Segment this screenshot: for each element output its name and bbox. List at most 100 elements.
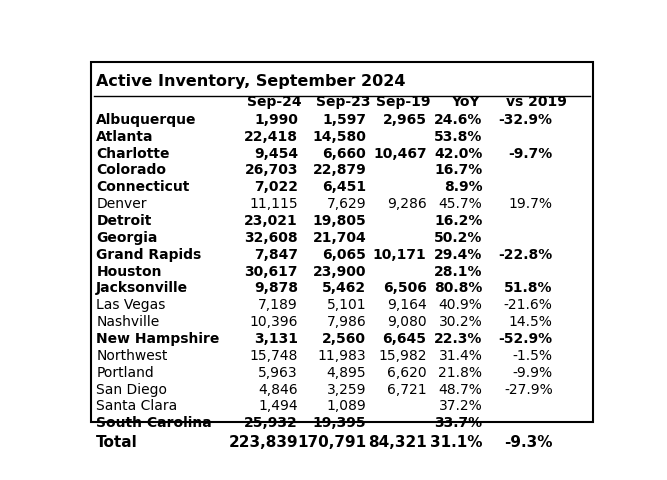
- Text: Colorado: Colorado: [96, 163, 166, 177]
- Text: 45.7%: 45.7%: [439, 197, 482, 211]
- Text: 40.9%: 40.9%: [439, 298, 482, 312]
- Text: Connecticut: Connecticut: [96, 180, 189, 194]
- Text: 50.2%: 50.2%: [434, 230, 482, 244]
- Text: Sep-19: Sep-19: [376, 95, 431, 108]
- Text: Portland: Portland: [96, 365, 154, 379]
- Text: 84,321: 84,321: [368, 433, 427, 449]
- Text: 30.2%: 30.2%: [439, 314, 482, 328]
- Text: -32.9%: -32.9%: [499, 113, 553, 127]
- Text: 19.7%: 19.7%: [509, 197, 553, 211]
- Text: 6,451: 6,451: [322, 180, 366, 194]
- Text: 9,878: 9,878: [254, 281, 298, 295]
- Text: 5,963: 5,963: [258, 365, 298, 379]
- Text: 1,990: 1,990: [254, 113, 298, 127]
- Text: 6,065: 6,065: [322, 247, 366, 261]
- Text: 14,580: 14,580: [312, 130, 366, 144]
- Text: 6,721: 6,721: [387, 382, 427, 396]
- Text: 28.1%: 28.1%: [434, 264, 482, 278]
- Text: Charlotte: Charlotte: [96, 146, 170, 160]
- Text: 3,259: 3,259: [327, 382, 366, 396]
- Text: -9.9%: -9.9%: [513, 365, 553, 379]
- Text: 6,645: 6,645: [383, 331, 427, 345]
- Text: -9.3%: -9.3%: [504, 433, 553, 449]
- Text: 1,494: 1,494: [258, 398, 298, 412]
- Text: -9.7%: -9.7%: [508, 146, 553, 160]
- Text: 42.0%: 42.0%: [434, 146, 482, 160]
- Text: 31.1%: 31.1%: [430, 433, 482, 449]
- Text: 15,748: 15,748: [249, 348, 298, 362]
- Text: Atlanta: Atlanta: [96, 130, 154, 144]
- Text: 5,101: 5,101: [327, 298, 366, 312]
- Text: Detroit: Detroit: [96, 214, 151, 228]
- Text: 37.2%: 37.2%: [439, 398, 482, 412]
- Text: 4,895: 4,895: [327, 365, 366, 379]
- Text: 23,900: 23,900: [313, 264, 366, 278]
- Text: 1,089: 1,089: [326, 398, 366, 412]
- Text: Sep-23: Sep-23: [315, 95, 370, 108]
- Text: Georgia: Georgia: [96, 230, 157, 244]
- Text: 7,847: 7,847: [254, 247, 298, 261]
- Text: 11,983: 11,983: [317, 348, 366, 362]
- Text: 4,846: 4,846: [258, 382, 298, 396]
- Text: 9,080: 9,080: [387, 314, 427, 328]
- Text: 10,171: 10,171: [373, 247, 427, 261]
- Text: 53.8%: 53.8%: [434, 130, 482, 144]
- Text: 25,932: 25,932: [244, 415, 298, 429]
- Text: 14.5%: 14.5%: [509, 314, 553, 328]
- Text: 170,791: 170,791: [297, 433, 366, 449]
- Text: South Carolina: South Carolina: [96, 415, 212, 429]
- Text: 32,608: 32,608: [244, 230, 298, 244]
- Text: San Diego: San Diego: [96, 382, 167, 396]
- Text: Albuquerque: Albuquerque: [96, 113, 197, 127]
- Text: Santa Clara: Santa Clara: [96, 398, 177, 412]
- Text: 10,396: 10,396: [249, 314, 298, 328]
- Text: 33.7%: 33.7%: [434, 415, 482, 429]
- Text: 9,286: 9,286: [387, 197, 427, 211]
- Text: New Hampshire: New Hampshire: [96, 331, 219, 345]
- Text: 26,703: 26,703: [244, 163, 298, 177]
- Text: 2,965: 2,965: [383, 113, 427, 127]
- Text: 1,597: 1,597: [322, 113, 366, 127]
- Text: 11,115: 11,115: [249, 197, 298, 211]
- Text: 51.8%: 51.8%: [504, 281, 553, 295]
- Text: Sep-24: Sep-24: [247, 95, 302, 108]
- Text: 29.4%: 29.4%: [434, 247, 482, 261]
- Text: Las Vegas: Las Vegas: [96, 298, 165, 312]
- Text: 7,189: 7,189: [258, 298, 298, 312]
- Text: 6,660: 6,660: [322, 146, 366, 160]
- Text: 9,164: 9,164: [387, 298, 427, 312]
- Text: -21.6%: -21.6%: [504, 298, 553, 312]
- Text: -1.5%: -1.5%: [513, 348, 553, 362]
- Text: 31.4%: 31.4%: [439, 348, 482, 362]
- Text: 24.6%: 24.6%: [434, 113, 482, 127]
- FancyBboxPatch shape: [91, 63, 592, 421]
- Text: 2,560: 2,560: [322, 331, 366, 345]
- Text: Denver: Denver: [96, 197, 147, 211]
- Text: 80.8%: 80.8%: [434, 281, 482, 295]
- Text: 22,418: 22,418: [244, 130, 298, 144]
- Text: 7,986: 7,986: [326, 314, 366, 328]
- Text: 7,629: 7,629: [327, 197, 366, 211]
- Text: 21,704: 21,704: [312, 230, 366, 244]
- Text: 6,620: 6,620: [387, 365, 427, 379]
- Text: -52.9%: -52.9%: [499, 331, 553, 345]
- Text: 5,462: 5,462: [322, 281, 366, 295]
- Text: 30,617: 30,617: [244, 264, 298, 278]
- Text: Houston: Houston: [96, 264, 162, 278]
- Text: 22.3%: 22.3%: [434, 331, 482, 345]
- Text: 16.7%: 16.7%: [434, 163, 482, 177]
- Text: Total: Total: [96, 433, 138, 449]
- Text: 48.7%: 48.7%: [439, 382, 482, 396]
- Text: 15,982: 15,982: [378, 348, 427, 362]
- Text: Nashville: Nashville: [96, 314, 159, 328]
- Text: 3,131: 3,131: [254, 331, 298, 345]
- Text: 6,506: 6,506: [383, 281, 427, 295]
- Text: 19,805: 19,805: [312, 214, 366, 228]
- Text: 23,021: 23,021: [244, 214, 298, 228]
- Text: 22,879: 22,879: [312, 163, 366, 177]
- Text: 8.9%: 8.9%: [444, 180, 482, 194]
- Text: 9,454: 9,454: [253, 146, 298, 160]
- Text: Grand Rapids: Grand Rapids: [96, 247, 201, 261]
- Text: 21.8%: 21.8%: [438, 365, 482, 379]
- Text: Active Inventory, September 2024: Active Inventory, September 2024: [96, 73, 406, 88]
